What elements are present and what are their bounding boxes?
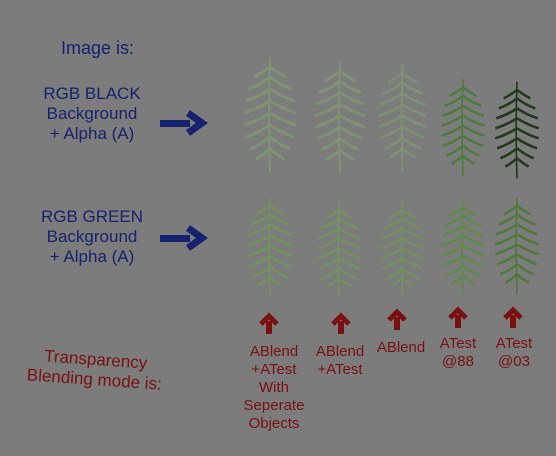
mode-label-line: @88 bbox=[442, 353, 474, 370]
mode-label: ABlend bbox=[371, 339, 431, 357]
fern-image bbox=[245, 195, 295, 300]
mode-label-line: With bbox=[259, 379, 289, 396]
mode-label-line: @03 bbox=[498, 353, 530, 370]
row-label-line: Background bbox=[46, 227, 138, 246]
row-label-line: RGB GREEN bbox=[40, 207, 144, 226]
fern-image bbox=[494, 80, 540, 180]
fern-image bbox=[242, 55, 298, 175]
fern-image bbox=[494, 196, 540, 296]
row-label-line: Background bbox=[46, 104, 138, 123]
right-arrow-icon bbox=[160, 225, 209, 251]
up-arrow-icon bbox=[331, 312, 351, 334]
up-arrow-icon bbox=[503, 306, 523, 328]
row-label-line: + Alpha (A) bbox=[49, 247, 135, 266]
fern-image bbox=[316, 200, 362, 300]
row-label-line: RGB BLACK bbox=[43, 84, 141, 103]
fern-image bbox=[440, 77, 486, 178]
mode-label-line: ATest bbox=[439, 335, 477, 352]
mode-label-line: +ATest bbox=[317, 361, 363, 378]
mode-label-line: +ATest bbox=[251, 361, 297, 378]
mode-label-line: ATest bbox=[495, 335, 533, 352]
mode-label-line: ABlend bbox=[315, 343, 365, 360]
blending-mode-label: Transparency Blending mode is: bbox=[9, 344, 181, 396]
up-arrow-icon bbox=[387, 308, 407, 330]
fern-image bbox=[379, 200, 426, 300]
mode-label-line: ABlend bbox=[376, 339, 426, 356]
fern-image bbox=[440, 197, 486, 298]
page-title: Image is: bbox=[60, 38, 135, 58]
row-label-line: + Alpha (A) bbox=[49, 124, 135, 143]
mode-label-line: Seperate bbox=[243, 397, 305, 414]
right-arrow-icon bbox=[160, 110, 209, 136]
fern-image bbox=[313, 60, 367, 175]
mode-label: ATest @88 bbox=[434, 335, 482, 371]
up-arrow-icon bbox=[448, 306, 468, 328]
mode-label-line: ABlend bbox=[249, 343, 299, 360]
up-arrow-icon bbox=[259, 312, 279, 334]
mode-label-line: Objects bbox=[248, 415, 300, 432]
mode-label: ABlend +ATest With Seperate Objects bbox=[236, 343, 312, 433]
row-label-black: RGB BLACK Background + Alpha (A) bbox=[22, 84, 162, 144]
mode-label: ATest @03 bbox=[490, 335, 538, 371]
fern-image bbox=[377, 62, 428, 173]
mode-label: ABlend +ATest bbox=[309, 343, 371, 379]
row-label-green: RGB GREEN Background + Alpha (A) bbox=[22, 207, 162, 267]
